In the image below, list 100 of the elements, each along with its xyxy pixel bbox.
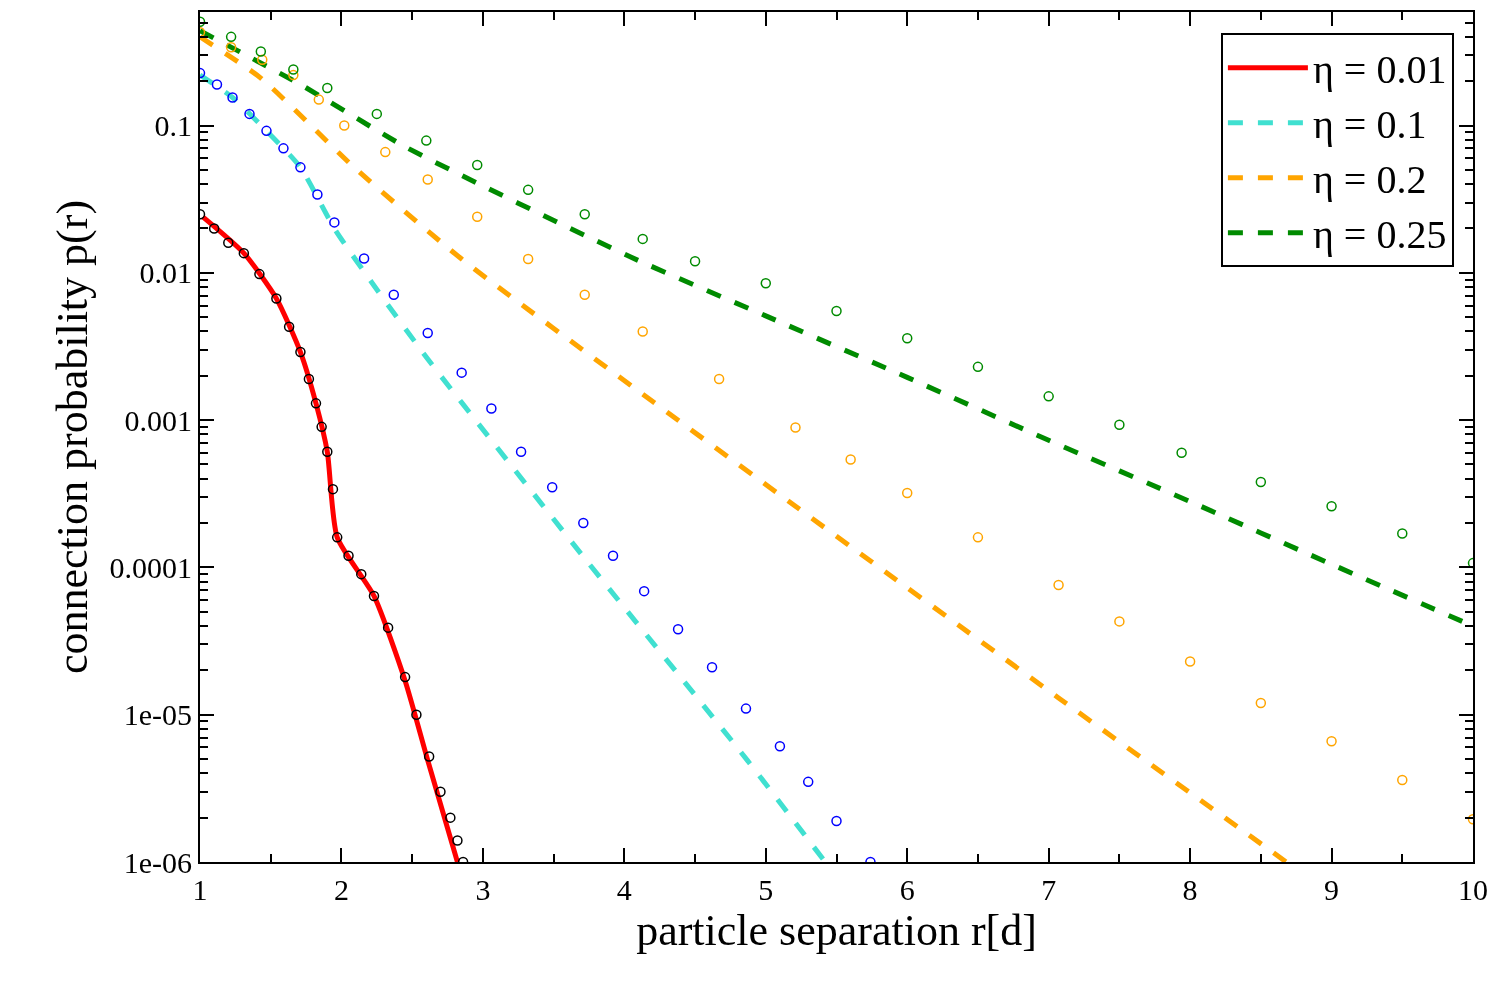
- point: [295, 162, 306, 173]
- point: [1114, 419, 1125, 431]
- point: [713, 373, 725, 385]
- point: [522, 253, 534, 265]
- point: [1326, 501, 1337, 512]
- point: [225, 31, 237, 43]
- point: [327, 483, 339, 495]
- point: [607, 550, 619, 561]
- point: [579, 208, 590, 220]
- point: [452, 835, 463, 846]
- point: [322, 446, 333, 457]
- point: [368, 590, 380, 602]
- point: [295, 346, 306, 358]
- point: [689, 255, 701, 267]
- point: [244, 108, 255, 120]
- point: [456, 367, 467, 378]
- point: [1255, 697, 1267, 709]
- point: [845, 454, 856, 465]
- y-tick-label: 0.01: [139, 256, 192, 290]
- x-tick-label: 2: [333, 873, 349, 906]
- point: [329, 217, 340, 228]
- point: [740, 703, 752, 714]
- point: [339, 120, 350, 131]
- point: [211, 79, 223, 90]
- point: [831, 815, 842, 827]
- x-tick-label: 4: [616, 873, 632, 906]
- point: [310, 398, 322, 409]
- legend-label: η = 0.1: [1312, 102, 1427, 148]
- point: [313, 94, 325, 105]
- point: [1397, 774, 1408, 786]
- point: [388, 289, 400, 300]
- point: [1176, 447, 1187, 459]
- point: [901, 332, 913, 344]
- x-tick-label: 1: [192, 873, 208, 906]
- point: [271, 293, 282, 304]
- x-tick-label: 3: [475, 873, 491, 906]
- y-tick-label: 0.1: [154, 109, 192, 143]
- point: [278, 143, 289, 154]
- point: [312, 189, 323, 200]
- y-tick-label: 1e-05: [123, 698, 192, 732]
- point: [637, 233, 648, 245]
- x-tick-label: 5: [758, 873, 774, 906]
- point: [471, 211, 483, 223]
- point: [1114, 616, 1125, 627]
- point: [371, 108, 383, 120]
- point: [972, 361, 984, 373]
- point: [343, 550, 354, 561]
- point: [283, 321, 295, 333]
- point: [238, 247, 250, 259]
- point: [445, 812, 456, 823]
- point: [261, 125, 272, 137]
- point: [223, 237, 234, 249]
- point: [790, 422, 801, 433]
- point: [254, 268, 265, 280]
- point: [422, 327, 433, 339]
- point: [208, 223, 220, 234]
- point: [255, 46, 267, 57]
- point: [358, 253, 370, 264]
- point: [331, 532, 343, 543]
- point: [421, 135, 432, 146]
- point: [637, 326, 648, 337]
- point: [579, 289, 590, 300]
- point: [1326, 736, 1337, 747]
- point: [435, 786, 446, 797]
- point: [256, 54, 268, 65]
- point: [288, 64, 299, 75]
- y-tick-label: 0.001: [124, 403, 192, 437]
- point: [760, 277, 772, 289]
- x-tick-label: 8: [1182, 873, 1198, 906]
- legend-label: η = 0.2: [1312, 157, 1427, 203]
- x-tick-label: 6: [899, 873, 915, 906]
- x-tick-label: 7: [1041, 873, 1057, 906]
- point: [546, 482, 558, 493]
- y-axis-title: connection probability p(r): [48, 199, 98, 675]
- legend-label: η = 0.01: [1312, 47, 1447, 93]
- point: [380, 146, 391, 158]
- point: [774, 741, 786, 752]
- point: [288, 69, 299, 81]
- point: [522, 184, 534, 196]
- legend-label: η = 0.25: [1312, 212, 1447, 258]
- point: [972, 532, 984, 543]
- point: [802, 776, 814, 788]
- y-tick-label: 0.0001: [109, 550, 192, 584]
- x-tick-label: 10: [1458, 873, 1488, 906]
- point: [471, 159, 483, 171]
- point: [227, 92, 238, 103]
- point: [422, 174, 433, 185]
- point: [1043, 391, 1054, 402]
- point: [706, 662, 718, 673]
- point: [356, 568, 367, 580]
- point: [578, 517, 589, 529]
- point: [672, 624, 684, 635]
- point: [316, 421, 327, 433]
- point: [1184, 656, 1196, 667]
- point: [411, 709, 422, 720]
- point: [638, 585, 650, 597]
- y-tick-label: 1e-06: [123, 845, 192, 879]
- point: [901, 487, 913, 499]
- point: [1255, 476, 1267, 488]
- point: [1397, 528, 1408, 539]
